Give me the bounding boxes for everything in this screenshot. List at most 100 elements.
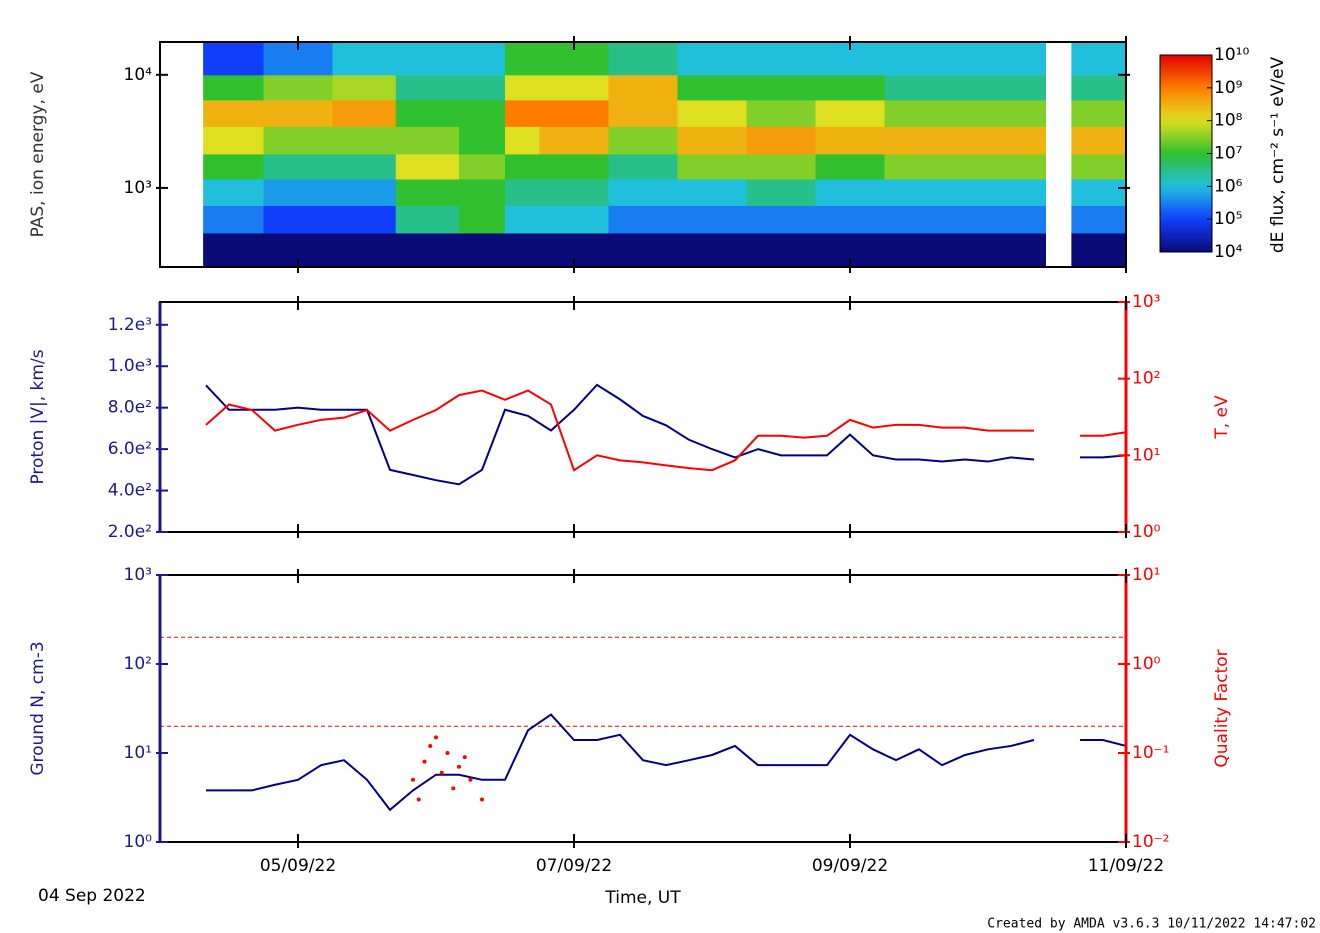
spectrogram-cell [332,126,397,155]
spectrogram-cell [608,126,678,155]
spectrogram-cell [815,205,885,234]
x-tick-label: 05/09/22 [260,856,336,876]
y-tick-label: 10² [124,654,152,674]
spectrogram-cell [608,153,678,180]
spectrogram-cell [1071,178,1127,206]
spectrogram-cell [332,153,397,180]
colorbar-tick-label: 10⁹ [1214,78,1243,98]
spectrogram-cell [746,153,816,180]
spectrogram-cell [1071,126,1127,155]
data-line [205,383,1035,486]
x-tick-label: 09/09/22 [812,856,888,876]
spectrogram-cell [459,178,506,206]
spectrogram-cell [395,178,460,206]
spectrogram-cell [395,232,460,268]
plot-frame [159,41,1127,268]
spectrogram-cell [608,99,678,127]
colorbar-tick-label: 10¹⁰ [1214,45,1249,65]
scatter-point [434,735,438,740]
scatter-point [480,797,484,802]
spectrogram-cell [746,126,816,155]
spectrogram-cell [965,126,1046,155]
spectrogram-cell [263,99,333,127]
y2-axis-label: Quality Factor [1212,649,1232,767]
spectrogram-cell [395,153,460,180]
spectrogram-cell [965,74,1046,101]
spectrogram-cell [815,178,885,206]
spectrogram-cell [203,232,264,268]
data-line [206,713,1035,812]
spectrogram-cell [965,99,1046,127]
spectrogram-cell [884,74,966,101]
colorbar-tick-label: 10⁴ [1214,242,1243,262]
spectrogram-cell [332,99,397,127]
spectrogram-cell [965,153,1046,180]
y-tick-label: 10⁴ [124,65,153,85]
spectrogram-cell [505,205,540,234]
y2-tick-label: 10² [1132,369,1160,389]
colorbar-label: dE flux, cm⁻² s⁻¹ eV/eV [1268,56,1288,253]
spectrogram-cell [263,153,333,180]
spectrogram-cell [608,42,678,76]
spectrogram-cell [395,74,460,101]
spectrogram-cell [203,153,264,180]
spectrogram-cell [203,126,264,155]
spectrogram-cell [608,178,678,206]
spectrogram-cell [203,99,264,127]
spectrogram-cell [677,42,747,76]
spectrogram-cell [505,178,540,206]
spectrogram-cell [884,126,966,155]
y2-tick-label: 10⁻¹ [1132,743,1169,763]
data-line [1080,738,1127,747]
spectrogram-cell [677,178,747,206]
spectrogram-cell [505,126,540,155]
spectrogram-cell [505,74,540,101]
y-tick-label: 10⁰ [124,832,153,852]
scatter-point [428,743,433,748]
spectrogram-cell [539,99,609,127]
spectrogram-cell [263,178,333,206]
spectrogram-cell [459,99,506,127]
start-date-label: 04 Sep 2022 [38,886,146,906]
scatter-point [411,777,415,782]
scatter-point [422,759,427,764]
plot-frame [159,574,1127,843]
spectrogram-cell [395,99,460,127]
spectrogram-cell [815,74,885,101]
y-tick-label: 1.2e³ [108,315,152,335]
y2-tick-label: 10³ [1132,292,1160,312]
y-tick-label: 10³ [124,565,152,585]
spectrogram-cell [395,205,460,234]
spectrogram-cell [746,232,816,268]
spectrogram-cell [677,232,747,268]
spectrogram-cell [505,99,540,127]
spectrogram-cell [965,178,1046,206]
spectrogram-cell [1071,232,1127,268]
colorbar-tick-label: 10⁷ [1214,144,1243,164]
spectrogram-cell [263,74,333,101]
spectrogram-cell [815,99,885,127]
spectrogram-cell [459,232,506,268]
spectrogram-cell [1071,74,1127,101]
spectrogram-cell [332,205,397,234]
spectrogram-cell [459,153,506,180]
spectrogram-cell [884,232,966,268]
scatter-point [457,764,461,769]
scatter-point [439,770,444,775]
y2-tick-label: 10¹ [1132,565,1160,585]
spectrogram-cell [459,74,506,101]
spectrogram-cell [677,99,747,127]
spectrogram-cell [884,205,966,234]
footer: Created by AMDA v3.6.3 10/11/2022 14:47:… [987,917,1316,932]
spectrogram-cell [203,205,264,234]
spectrogram-cell [1071,153,1127,180]
spectrogram-cell [203,42,264,76]
spectrogram-cell [263,126,333,155]
spectrogram-cell [395,42,460,76]
spectrogram-cell [459,42,506,76]
spectrogram-cell [459,205,506,234]
colorbar-tick-label: 10⁸ [1214,111,1243,131]
spectrogram-cell [1071,205,1127,234]
spectrogram-cell [965,42,1046,76]
